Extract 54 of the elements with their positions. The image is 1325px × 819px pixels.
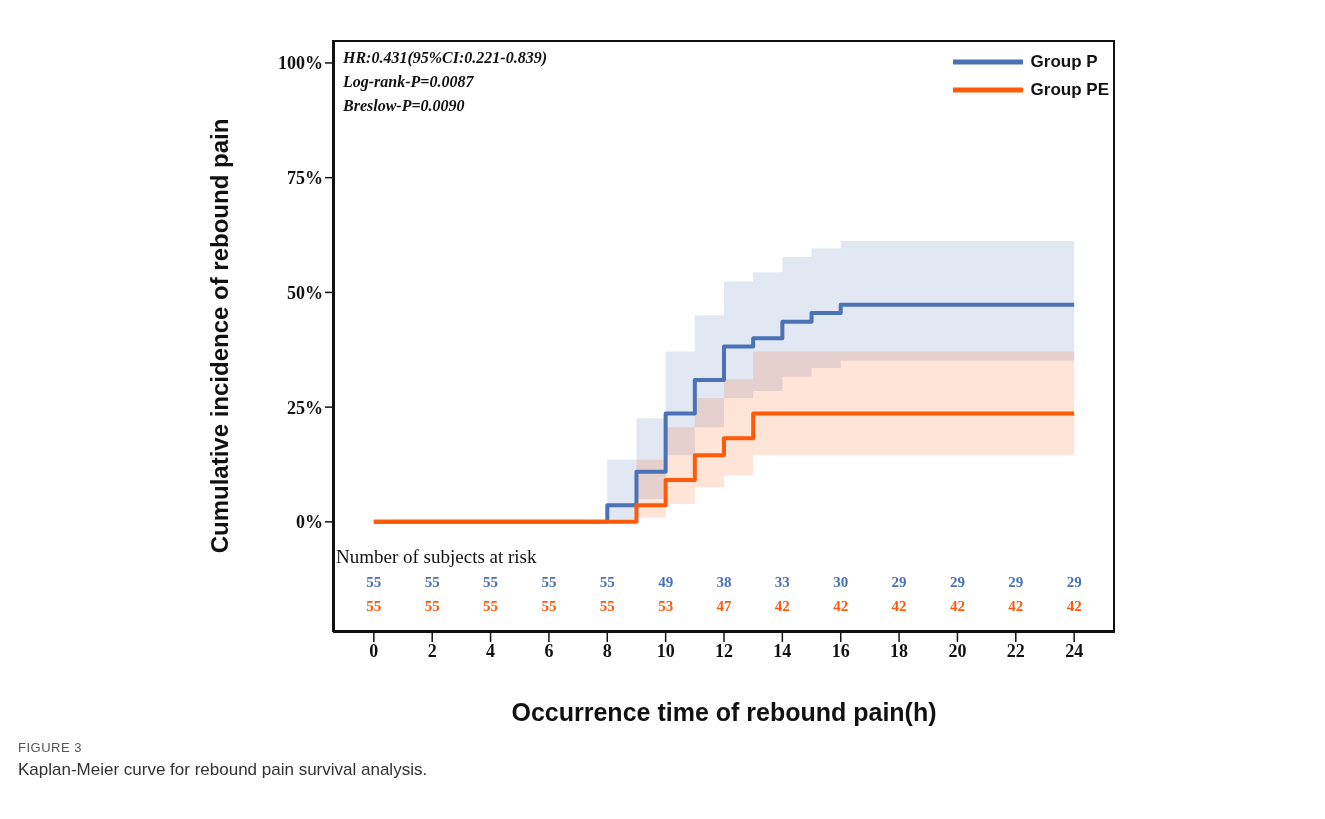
text: Kaplan-Meier curve for rebound pain survival analysis. <box>18 760 428 780</box>
annotation: 42 <box>833 598 849 615</box>
annotation: 55 <box>599 598 615 615</box>
y-tick-label: 75% <box>287 168 323 189</box>
annotation: 55 <box>541 598 557 615</box>
y-tick-label: 0% <box>296 512 323 533</box>
annotation: 42 <box>949 598 965 615</box>
annotation: 42 <box>1066 598 1082 615</box>
annotation: 55 <box>366 574 382 591</box>
annotation: 55 <box>483 574 499 591</box>
x-axis-title: Occurrence time of rebound pain(h) <box>511 698 937 727</box>
annotation: 55 <box>483 598 499 615</box>
annotation: 55 <box>366 598 382 615</box>
legend-label: Group P <box>1030 52 1098 72</box>
x-tick-label: 16 <box>831 640 850 661</box>
annotation: 30 <box>833 574 849 591</box>
x-tick-label: 6 <box>544 640 554 661</box>
annotation: Log-rank-P=0.0087 <box>343 72 475 93</box>
y-axis-title: Cumulative incidence of rebound pain <box>206 118 234 554</box>
annotation: Breslow-P=0.0090 <box>343 96 466 116</box>
annotation: 29 <box>949 574 965 591</box>
annotation: 55 <box>599 574 615 591</box>
annotation: 33 <box>774 574 790 591</box>
annotation: 53 <box>658 598 674 615</box>
annotation: 38 <box>716 574 732 591</box>
x-tick-label: 2 <box>427 640 437 661</box>
annotation: 29 <box>1008 574 1024 591</box>
x-tick-label: 4 <box>486 640 496 661</box>
x-tick-label: 10 <box>656 640 675 661</box>
y-tick-label: 50% <box>287 282 323 303</box>
annotation: 29 <box>1066 574 1082 591</box>
annotation: 55 <box>424 598 440 615</box>
y-tick-label: 100% <box>278 53 323 74</box>
annotation: 42 <box>774 598 790 615</box>
y-tick-label: 25% <box>287 397 323 418</box>
annotation: 42 <box>891 598 907 615</box>
x-tick-label: 20 <box>948 640 967 661</box>
x-tick-label: 18 <box>890 640 909 661</box>
annotation: 29 <box>891 574 907 591</box>
x-tick-label: 0 <box>369 640 379 661</box>
annotation: 42 <box>1008 598 1024 615</box>
x-tick-label: 12 <box>715 640 733 661</box>
annotation: 49 <box>658 574 674 591</box>
x-tick-label: 8 <box>602 640 612 661</box>
annotation: 55 <box>541 574 557 591</box>
legend-label: Group PE <box>1030 80 1109 100</box>
annotation: Number of subjects at risk <box>336 546 537 568</box>
x-tick-label: 24 <box>1065 640 1084 661</box>
text: FIGURE 3 <box>18 740 82 755</box>
x-tick-label: 22 <box>1006 640 1025 661</box>
x-tick-label: 14 <box>773 640 792 661</box>
annotation: 55 <box>424 574 440 591</box>
annotation: 47 <box>716 598 732 615</box>
annotation: HR:0.431(95%CI:0.221-0.839) <box>343 48 547 69</box>
